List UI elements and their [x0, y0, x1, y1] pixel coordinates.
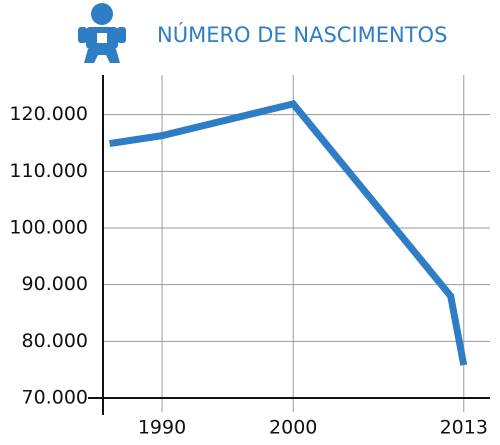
x-tick-label: 2000	[269, 417, 317, 439]
baby-icon	[78, 3, 126, 63]
x-tick-label: 2013	[440, 417, 488, 439]
y-tick-label: 100.000	[9, 217, 88, 239]
y-tick-label: 90.000	[22, 273, 88, 295]
data-line	[109, 99, 468, 366]
y-tick-label: 70.000	[22, 387, 88, 409]
x-tick-label: 1990	[138, 417, 186, 439]
y-tick-label: 110.000	[9, 160, 88, 182]
y-tick-label: 120.000	[9, 103, 88, 125]
y-tick-label: 80.000	[22, 330, 88, 352]
chart-title: NÚMERO DE NASCIMENTOS	[157, 22, 447, 47]
